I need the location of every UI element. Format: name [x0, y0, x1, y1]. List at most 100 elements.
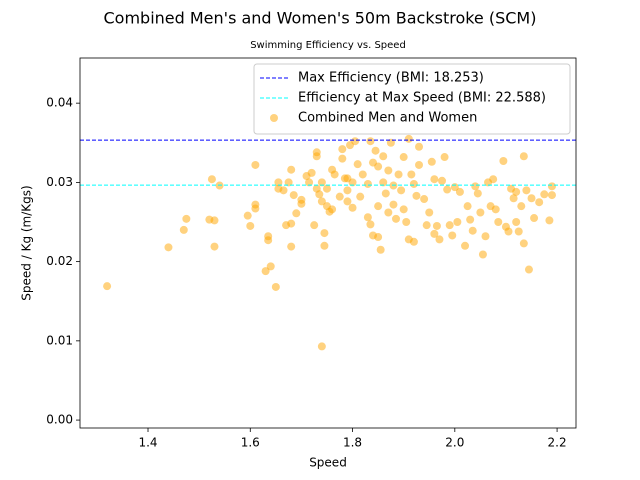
scatter-point — [164, 243, 173, 252]
scatter-point — [473, 189, 482, 198]
scatter-point — [443, 185, 452, 194]
x-tick-label: 1.6 — [241, 436, 260, 450]
scatter-point — [522, 186, 531, 195]
legend-label: Max Efficiency (BMI: 18.253) — [298, 71, 484, 86]
scatter-point — [463, 202, 472, 211]
scatter-point — [499, 156, 508, 165]
scatter-point — [453, 218, 462, 227]
scatter-point — [547, 182, 556, 191]
scatter-point — [363, 179, 372, 188]
legend-label: Efficiency at Max Speed (BMI: 22.588) — [298, 91, 546, 106]
scatter-point — [251, 160, 260, 169]
legend-swatch — [270, 114, 278, 122]
legend-label: Combined Men and Women — [298, 111, 477, 126]
scatter-point — [307, 168, 316, 177]
scatter-point — [430, 175, 439, 184]
y-tick-label: 0.00 — [46, 413, 73, 427]
scatter-point — [328, 205, 337, 214]
scatter-point — [438, 176, 447, 185]
scatter-point — [320, 229, 329, 238]
scatter-point — [322, 184, 331, 193]
scatter-point — [519, 239, 528, 248]
scatter-point — [445, 221, 454, 230]
scatter-point — [374, 202, 383, 211]
scatter-point — [435, 235, 444, 244]
scatter-point — [312, 152, 321, 161]
scatter-point — [384, 208, 393, 217]
scatter-point — [246, 221, 255, 230]
scatter-point — [427, 157, 436, 166]
scatter-point — [514, 227, 523, 236]
scatter-point — [353, 160, 362, 169]
scatter-point — [210, 242, 219, 251]
scatter-point — [358, 170, 367, 179]
scatter-point — [103, 282, 112, 291]
scatter-point — [348, 203, 357, 212]
scatter-point — [476, 208, 485, 217]
scatter-point — [402, 218, 411, 227]
scatter-point — [517, 202, 526, 211]
scatter-point — [389, 200, 398, 209]
scatter-point — [297, 199, 306, 208]
x-tick-label: 2.0 — [445, 436, 464, 450]
scatter-point — [343, 186, 352, 195]
scatter-point — [386, 138, 395, 147]
scatter-point — [379, 152, 388, 161]
x-tick-label: 1.4 — [138, 436, 157, 450]
scatter-point — [545, 216, 554, 225]
scatter-point — [547, 191, 556, 200]
scatter-point — [420, 195, 429, 204]
scatter-point — [310, 221, 319, 230]
scatter-point — [512, 218, 521, 227]
scatter-point — [461, 241, 470, 250]
y-tick-label: 0.04 — [46, 96, 73, 110]
scatter-point — [261, 267, 270, 276]
scatter-point — [264, 232, 273, 241]
scatter-point — [504, 227, 513, 236]
scatter-point — [317, 197, 326, 206]
scatter-point — [481, 232, 490, 241]
scatter-point — [432, 221, 441, 230]
scatter-point — [335, 192, 344, 201]
scatter-point — [338, 145, 347, 154]
scatter-point — [266, 262, 275, 271]
scatter-point — [519, 152, 528, 161]
scatter-point — [415, 142, 424, 151]
scatter-point — [478, 250, 487, 259]
scatter-point — [374, 162, 383, 171]
scatter-point — [509, 194, 518, 203]
scatter-point — [392, 214, 401, 223]
scatter-point — [397, 186, 406, 195]
scatter-point — [274, 178, 283, 187]
scatter-point — [284, 178, 293, 187]
scatter-point — [409, 237, 418, 246]
chart-title: Combined Men's and Women's 50m Backstrok… — [104, 9, 537, 28]
scatter-point — [271, 282, 280, 291]
y-tick-label: 0.01 — [46, 333, 73, 347]
scatter-point — [343, 197, 352, 206]
scatter-point — [422, 221, 431, 230]
scatter-point — [407, 170, 416, 179]
scatter-point — [468, 226, 477, 235]
scatter-point — [210, 216, 219, 225]
scatter-point — [317, 342, 326, 351]
scatter-point — [412, 191, 421, 200]
chart-subtitle: Swimming Efficiency vs. Speed — [250, 40, 406, 51]
y-tick-label: 0.03 — [46, 175, 73, 189]
scatter-point — [292, 209, 301, 218]
scatter-point — [455, 187, 464, 196]
scatter-point — [338, 154, 347, 163]
scatter-point — [289, 191, 298, 200]
scatter-point — [530, 214, 539, 223]
scatter-point — [330, 170, 339, 179]
scatter-point — [535, 198, 544, 207]
scatter-point — [494, 218, 503, 227]
scatter-point — [363, 213, 372, 222]
scatter-point — [243, 211, 252, 220]
scatter-point — [440, 153, 449, 162]
scatter-point — [404, 134, 413, 143]
scatter-point — [287, 165, 296, 174]
x-axis-label: Speed — [309, 456, 347, 470]
scatter-point — [182, 214, 191, 223]
